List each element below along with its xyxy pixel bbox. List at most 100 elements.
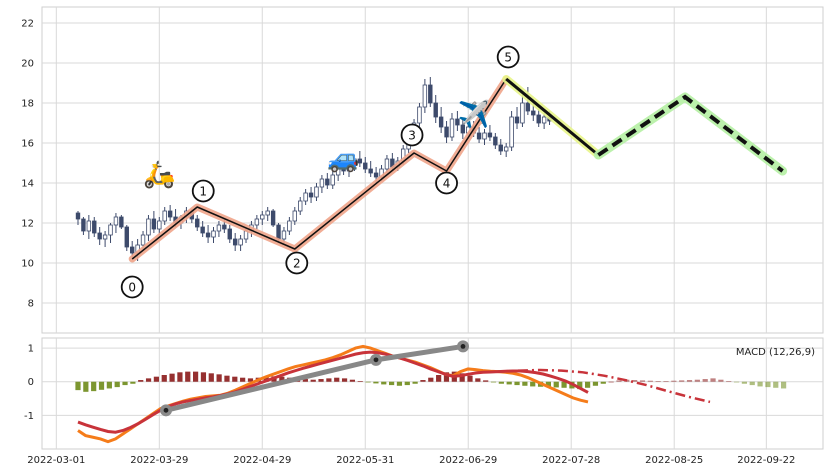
candle-up	[238, 238, 243, 246]
divergence-point-center	[460, 344, 466, 349]
macd-y-tick-label: 1	[28, 344, 34, 355]
hist-bar-positive	[326, 378, 332, 382]
wave-label-text: 2	[293, 257, 301, 271]
hist-bar-positive	[224, 375, 230, 382]
hist-bar-negative	[522, 381, 528, 386]
hist-bar-negative	[389, 381, 395, 386]
candle-down	[368, 168, 373, 174]
candle-down	[129, 246, 135, 254]
x-tick-label: 2022-08-25	[645, 455, 703, 466]
candle-down	[232, 238, 238, 246]
candle-down	[455, 118, 460, 126]
hist-bar-positive	[671, 380, 677, 382]
projection-lines	[502, 75, 788, 176]
divergence-point-center	[373, 357, 379, 363]
x-tick-labels: 2022-03-01 2022-03-29 2022-04-29 2022-05-31…	[27, 455, 795, 466]
wave-label-text: 0	[128, 281, 136, 295]
zigzag-line	[131, 78, 507, 260]
wave-label-circle	[435, 171, 458, 195]
price-gridlines	[42, 7, 823, 333]
wave-label-text: 1	[199, 185, 207, 199]
hist-bar-positive	[279, 376, 285, 382]
hist-bar-negative	[381, 381, 387, 385]
macd-y-tick-label: -1	[24, 411, 34, 422]
macd-y-tick-label: 0	[28, 377, 34, 388]
x-tick-label: 2022-03-29	[130, 455, 188, 466]
hist-bar-negative	[506, 381, 512, 385]
candle-down	[357, 158, 363, 164]
candle-down	[514, 116, 520, 124]
hist-bar-negative	[553, 381, 559, 388]
candle-down	[97, 232, 102, 240]
x-tick-label: 2022-04-29	[233, 455, 291, 466]
candle-down	[325, 178, 330, 186]
candle-up	[287, 220, 292, 232]
candle-up	[211, 230, 216, 238]
candle-down	[525, 102, 531, 112]
hist-bar-positive	[702, 379, 708, 382]
price-y-tick-label: 18	[21, 99, 34, 110]
candle-up	[503, 146, 509, 152]
hist-bar-negative	[585, 381, 591, 388]
candle-up	[319, 178, 325, 188]
hist-bar-positive	[679, 380, 685, 382]
candle-up	[352, 158, 357, 166]
hist-bar-negative	[396, 381, 403, 386]
candle-down	[536, 114, 541, 124]
candle-down	[341, 166, 346, 172]
hist-bar-positive	[310, 379, 316, 382]
hist-bar-positive	[177, 372, 183, 382]
price-y-tick-label: 22	[21, 19, 34, 30]
candle-up	[86, 220, 92, 232]
hist-bar-negative	[373, 381, 379, 384]
candle-down	[119, 216, 124, 228]
hist-bar-positive	[436, 375, 442, 382]
hist-bar-positive	[349, 379, 355, 382]
hist-bar-positive	[334, 377, 340, 382]
candle-down	[433, 102, 438, 118]
hist-bar-positive	[145, 378, 152, 382]
hist-bar-negative	[781, 381, 787, 389]
candlestick-series	[75, 77, 552, 261]
candle-down	[373, 172, 379, 178]
hist-bar-negative	[122, 381, 128, 386]
x-tick-label: 2022-09-22	[737, 455, 795, 466]
hist-bar-positive	[467, 375, 473, 382]
candle-up	[482, 132, 487, 140]
macd-divergence-line	[160, 340, 469, 417]
hist-bar-negative	[749, 381, 755, 386]
candle-up	[384, 158, 390, 170]
candle-down	[428, 84, 433, 104]
wave-icons: 🛵 🚙 ✈️	[143, 98, 490, 190]
hist-bar-positive	[185, 371, 191, 382]
hist-bar-negative	[404, 381, 410, 386]
candle-up	[162, 210, 167, 222]
candle-down	[227, 228, 232, 240]
candle-up	[509, 116, 514, 148]
wave-label-circle	[496, 45, 520, 69]
hist-bar-positive	[318, 379, 324, 382]
hist-bar-negative	[765, 381, 771, 388]
candle-up	[113, 216, 119, 226]
candle-up	[102, 234, 108, 240]
candle-down	[363, 162, 368, 170]
hist-bar-negative	[733, 381, 740, 383]
hist-bar-positive	[686, 380, 693, 382]
hist-bar-positive	[710, 378, 716, 382]
candle-up	[417, 106, 422, 124]
hist-bar-negative	[514, 381, 520, 386]
actual-wave-line	[505, 77, 600, 157]
hist-bar-positive	[302, 379, 308, 382]
candle-down	[531, 110, 536, 116]
hist-bar-positive	[663, 381, 669, 382]
hist-bar-negative	[741, 381, 747, 384]
candle-down	[75, 212, 81, 220]
car-icon: 🚙	[327, 144, 359, 174]
candle-down	[308, 192, 314, 198]
wave-label-text: 5	[504, 51, 512, 65]
airplane-icon: ✈️	[457, 98, 489, 130]
candle-up	[314, 186, 319, 198]
candle-down	[205, 232, 211, 238]
price-y-tick-labels: 8 10 12 14 16 18 20 22	[21, 19, 34, 310]
price-y-tick-label: 10	[21, 259, 34, 270]
